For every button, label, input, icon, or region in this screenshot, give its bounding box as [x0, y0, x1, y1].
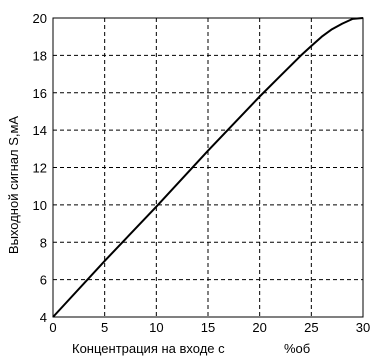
x-axis-label: Концентрация на входе c	[72, 341, 225, 356]
x-tick-label: 15	[201, 320, 215, 335]
y-tick-label: 8	[40, 235, 47, 250]
x-ticks: 0 5 10 15 20 25 30	[49, 320, 370, 335]
y-tick-label: 14	[33, 123, 47, 138]
x-axis-label-main: Концентрация на входе c	[72, 341, 225, 356]
x-tick-label: 25	[304, 320, 318, 335]
x-axis-label-unit: %об	[284, 341, 310, 356]
y-tick-label: 18	[33, 48, 47, 63]
x-tick-label: 5	[101, 320, 108, 335]
x-tick-label: 30	[356, 320, 370, 335]
x-tick-label: 0	[49, 320, 56, 335]
y-tick-label: 12	[33, 161, 47, 176]
grid	[53, 18, 363, 317]
y-axis-label: Выходной сигнал S,мА	[6, 116, 21, 255]
x-tick-label: 20	[252, 320, 266, 335]
y-tick-label: 6	[40, 273, 47, 288]
series-group	[52, 17, 364, 318]
series-line	[52, 17, 364, 318]
y-tick-label: 10	[33, 198, 47, 213]
y-tick-label: 16	[33, 86, 47, 101]
y-ticks: 4 6 8 10 12 14 16 18 20	[33, 11, 47, 325]
y-tick-label: 20	[33, 11, 47, 26]
plot-frame	[52, 17, 364, 318]
y-tick-label: 4	[40, 310, 47, 325]
x-tick-label: 10	[149, 320, 163, 335]
